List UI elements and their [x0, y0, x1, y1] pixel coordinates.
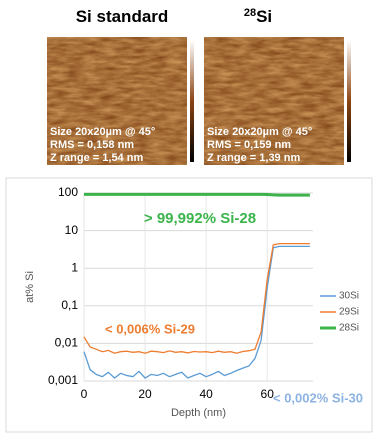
y-axis-label: at% Si	[24, 271, 36, 303]
image-title: 28Si	[244, 7, 272, 27]
legend-label: 28Si	[339, 323, 359, 334]
annotation: < 0,006% Si-29	[105, 321, 195, 336]
image-caption: RMS = 0,158 nm	[50, 139, 134, 151]
y-tick-label: 0,01	[55, 336, 79, 350]
legend-label: 29Si	[339, 307, 359, 318]
annotation: < 0,002% Si-30	[273, 390, 363, 405]
title-sup: 28	[244, 7, 256, 19]
y-tick-label: 0,001	[48, 373, 78, 387]
legend-label: 30Si	[339, 291, 359, 302]
x-axis-label: Depth (nm)	[171, 407, 226, 419]
image-caption: Size 20x20µm @ 45°	[207, 126, 312, 138]
y-tick-label: 10	[65, 223, 79, 237]
image-caption: RMS = 0,159 nm	[207, 139, 291, 151]
image-caption: Z range = 1,54 nm	[50, 152, 143, 164]
series-line	[83, 245, 310, 379]
image-title: Si standard	[76, 7, 169, 26]
x-tick-label: 60	[261, 387, 275, 401]
x-tick-label: 0	[81, 387, 88, 401]
colorbar	[347, 40, 351, 162]
series-line	[84, 192, 310, 197]
x-tick-label: 40	[199, 387, 213, 401]
title-text: Si	[256, 7, 272, 26]
image-caption: Z range = 1,39 nm	[207, 152, 300, 164]
y-tick-label: 0,1	[61, 298, 78, 312]
y-tick-label: 1	[71, 260, 78, 274]
title-text: Si standard	[76, 7, 169, 26]
afm-image	[204, 37, 344, 165]
annotation: > 99,992% Si-28	[144, 210, 256, 227]
series-line	[83, 242, 310, 354]
x-tick-label: 20	[138, 387, 152, 401]
y-tick-label: 100	[58, 185, 78, 199]
chart-frame	[5, 177, 373, 433]
afm-image	[47, 37, 187, 165]
colorbar	[190, 40, 194, 162]
image-caption: Size 20x20µm @ 45°	[50, 126, 155, 138]
